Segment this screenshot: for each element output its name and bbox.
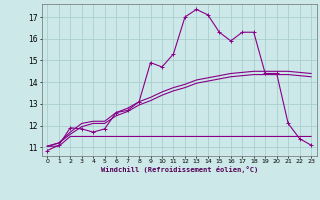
X-axis label: Windchill (Refroidissement éolien,°C): Windchill (Refroidissement éolien,°C) bbox=[100, 166, 258, 173]
